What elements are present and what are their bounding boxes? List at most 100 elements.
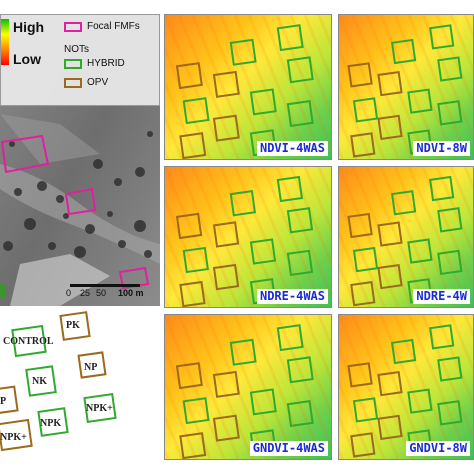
hybrid-plot-outline bbox=[437, 356, 463, 382]
hybrid-plot-outline bbox=[286, 249, 314, 277]
vi-map-plots bbox=[165, 315, 331, 459]
plot-outlines bbox=[0, 311, 117, 452]
opv-plot-outline bbox=[212, 114, 240, 142]
hybrid-plot-outline bbox=[286, 400, 314, 428]
opv-plot-outline bbox=[377, 263, 403, 290]
hybrid-plot-outline bbox=[229, 38, 257, 66]
opv-plot-outline bbox=[175, 62, 203, 90]
hybrid-plot-outline bbox=[407, 388, 433, 414]
vi-panel-label: GNDVI-8W bbox=[406, 441, 470, 456]
plot-label-pk: PK bbox=[66, 320, 80, 331]
hybrid-plot-outline bbox=[437, 100, 463, 126]
legend-nots-label: NOTs bbox=[64, 44, 89, 55]
hybrid-plot-outline bbox=[286, 100, 314, 128]
legend: High Low Focal FMFs NOTs HYBRID OPV bbox=[0, 14, 160, 106]
hybrid-plot-outline bbox=[229, 190, 257, 217]
opv-plot-outline bbox=[350, 432, 376, 458]
opv-plot-outline bbox=[179, 132, 207, 159]
opv-plot-outline bbox=[347, 62, 373, 88]
vi-map-panel: NDVI-4WAS bbox=[164, 14, 332, 160]
vi-panel-label: NDRE-4W bbox=[413, 289, 470, 304]
hybrid-plot-outline bbox=[286, 356, 314, 384]
vi-map-plots bbox=[165, 167, 331, 307]
hybrid-plot-outline bbox=[182, 397, 210, 425]
color-ramp bbox=[1, 19, 9, 65]
hybrid-plot-outline bbox=[437, 56, 463, 82]
vi-map-plots bbox=[165, 15, 331, 159]
plot-label-npk-plus-1: NPK+ bbox=[86, 403, 113, 414]
vi-map-panel: GNDVI-8W bbox=[338, 314, 474, 460]
aerial-map-panel: High Low Focal FMFs NOTs HYBRID OPV 0 25… bbox=[0, 14, 160, 306]
vi-map-panel: GNDVI-4WAS bbox=[164, 314, 332, 460]
focal-swatch bbox=[64, 22, 82, 32]
opv-plot-outline bbox=[179, 432, 207, 459]
opv-plot-outline bbox=[175, 362, 203, 390]
scale-bar: 0 25 50 100 m bbox=[66, 284, 156, 304]
vi-map-panel: NDRE-4WAS bbox=[164, 166, 332, 308]
vi-map-plots bbox=[339, 167, 473, 307]
opv-plot-outline bbox=[175, 212, 203, 240]
scale-tick-100: 100 m bbox=[118, 288, 144, 298]
hybrid-plot-outline bbox=[437, 249, 463, 276]
hybrid-plot-outline bbox=[182, 97, 210, 125]
legend-high-label: High bbox=[13, 19, 45, 35]
vi-map-panel: NDRE-4W bbox=[338, 166, 474, 308]
scale-tick-0: 0 bbox=[66, 288, 72, 298]
opv-plot-outline bbox=[212, 70, 240, 98]
hybrid-swatch bbox=[64, 59, 82, 69]
plot-label-control: CONTROL bbox=[3, 336, 54, 347]
legend-low-label: Low bbox=[13, 51, 41, 67]
focal-field-outline bbox=[64, 187, 97, 216]
opv-plot-outline bbox=[347, 212, 373, 239]
opv-plot-outline bbox=[377, 414, 403, 441]
vi-panel-label: GNDVI-4WAS bbox=[249, 441, 328, 456]
hybrid-plot-outline bbox=[429, 175, 455, 202]
opv-plot-outline bbox=[347, 362, 373, 388]
hybrid-plot-outline bbox=[390, 338, 417, 365]
plot-label-nk: NK bbox=[32, 376, 47, 387]
hybrid-plot-outline bbox=[276, 324, 304, 352]
opv-plot-outline bbox=[377, 370, 403, 397]
opv-plot-outline bbox=[350, 280, 376, 307]
opv-plot-outline bbox=[179, 280, 206, 307]
vi-panel-label: NDRE-4WAS bbox=[256, 289, 328, 304]
opv-plot-outline bbox=[212, 221, 240, 248]
hybrid-plot-outline bbox=[249, 238, 277, 265]
hybrid-plot-outline bbox=[437, 207, 463, 233]
hybrid-plot-outline bbox=[276, 175, 304, 203]
scale-tick-50: 50 bbox=[96, 288, 107, 298]
hybrid-plot-outline bbox=[390, 190, 417, 216]
plot-label-p: P bbox=[0, 396, 7, 407]
hybrid-plot-outline bbox=[286, 207, 314, 234]
hybrid-plot-outline bbox=[352, 97, 379, 123]
hybrid-plot-outline bbox=[286, 56, 314, 84]
plot-label-npk-plus-2: NPK+ bbox=[0, 432, 27, 443]
hybrid-plot-outline bbox=[407, 238, 433, 264]
scale-tick-25: 25 bbox=[80, 288, 91, 298]
hybrid-plot-outline bbox=[276, 24, 304, 52]
opv-plot-outline bbox=[212, 414, 240, 442]
hybrid-plot-outline bbox=[182, 246, 209, 274]
opv-plot-outline bbox=[377, 221, 403, 247]
hybrid-plot-outline bbox=[407, 88, 433, 114]
opv-swatch bbox=[64, 78, 82, 88]
plot-label-np: NP bbox=[84, 362, 98, 373]
hybrid-plot-outline bbox=[249, 388, 277, 416]
legend-focal-label: Focal FMFs bbox=[87, 21, 140, 32]
plot-label-npk: NPK bbox=[40, 418, 62, 429]
hybrid-plot-outline bbox=[429, 324, 455, 350]
legend-hybrid-label: HYBRID bbox=[87, 58, 125, 69]
legend-opv-label: OPV bbox=[87, 77, 109, 88]
vi-map-plots bbox=[339, 315, 473, 459]
opv-plot-outline bbox=[212, 263, 240, 291]
opv-plot-outline bbox=[377, 70, 403, 97]
opv-plot-outline bbox=[377, 114, 403, 141]
vi-map-plots bbox=[339, 15, 473, 159]
vi-map-panel: NDVI-8W bbox=[338, 14, 474, 160]
vi-panel-label: NDVI-8W bbox=[413, 141, 470, 156]
hybrid-plot-outline bbox=[229, 338, 257, 366]
vi-panel-label: NDVI-4WAS bbox=[256, 141, 328, 156]
hybrid-plot-outline bbox=[352, 246, 379, 273]
hybrid-plot-outline bbox=[249, 88, 277, 116]
opv-plot-outline bbox=[212, 370, 240, 398]
